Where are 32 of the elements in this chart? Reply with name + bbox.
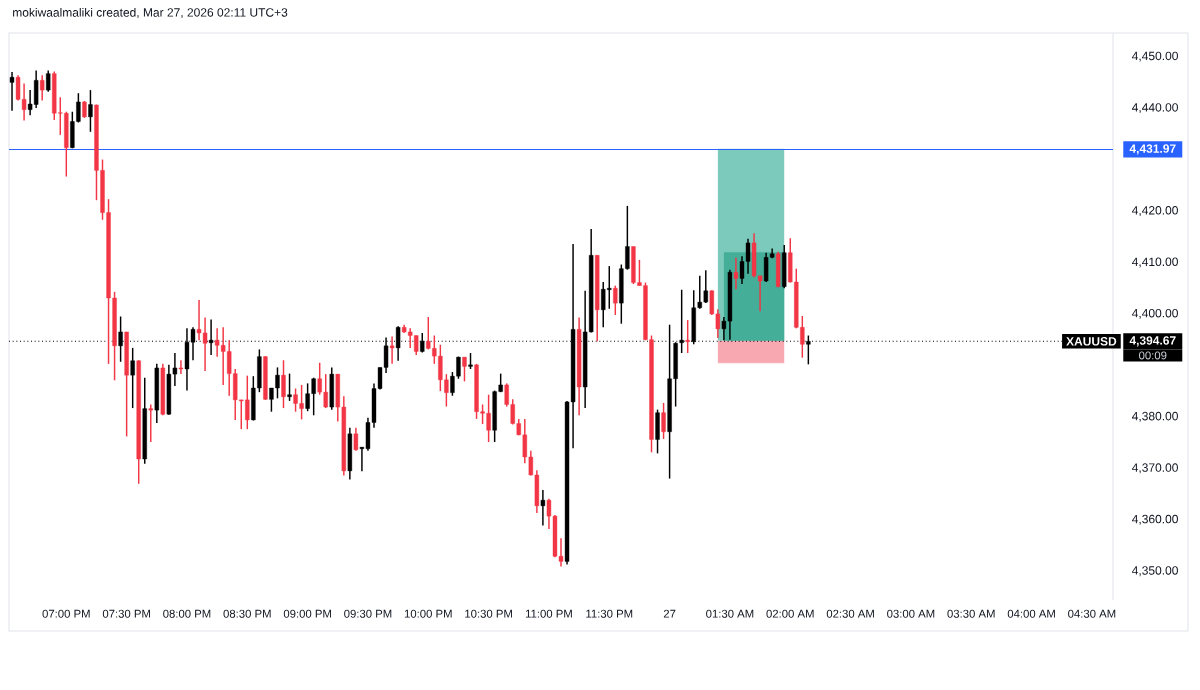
y-tick-label: 4,400.00 — [1131, 308, 1178, 319]
annotation: XAUUSD — [1066, 337, 1117, 346]
text: 00:09 — [1139, 351, 1167, 360]
x-tick-label: 03:30 AM — [947, 609, 995, 618]
x-tick-label: 02:00 AM — [766, 609, 814, 618]
x-tick-label: 07:30 PM — [102, 609, 150, 618]
y-tick-label: 4,370.00 — [1131, 463, 1178, 474]
x-tick-label: 11:00 PM — [525, 609, 572, 618]
x-tick-label: 03:00 AM — [887, 609, 935, 618]
x-tick-label: 10:30 PM — [465, 609, 512, 618]
x-tick-label: 04:30 AM — [1068, 609, 1116, 618]
y-tick-label: 4,350.00 — [1131, 566, 1178, 577]
x-tick-label: 08:30 PM — [223, 609, 271, 618]
x-tick-label: 02:30 AM — [826, 609, 874, 618]
y-tick-label: 4,450.00 — [1131, 51, 1178, 62]
y-tick-label: 4,440.00 — [1131, 103, 1178, 114]
x-tick-label: 07:00 PM — [42, 609, 90, 618]
chart-title: mokiwaalmaliki created, Mar 27, 2026 02:11 UTC+3 — [13, 7, 288, 19]
x-tick-label: 10:00 PM — [404, 609, 452, 618]
x-tick-label: 01:30 AM — [706, 609, 754, 618]
x-tick-label: 08:00 PM — [163, 609, 211, 618]
x-tick-label: 11:30 PM — [586, 609, 633, 618]
x-tick-label: 09:00 PM — [283, 609, 331, 618]
x-tick-label: 09:30 PM — [344, 609, 392, 618]
y-tick-label: 4,360.00 — [1131, 514, 1178, 525]
x-tick-label: 04:00 AM — [1007, 609, 1055, 618]
y-tick-label: 4,420.00 — [1131, 206, 1178, 216]
ref-line-label: 4,431.97 — [1129, 144, 1176, 155]
ref-line-label: 4,394.67 — [1129, 336, 1176, 347]
y-tick-label: 4,380.00 — [1131, 411, 1178, 422]
y-tick-label: 4,410.00 — [1131, 257, 1178, 268]
x-tick-label: 27 — [663, 609, 676, 618]
